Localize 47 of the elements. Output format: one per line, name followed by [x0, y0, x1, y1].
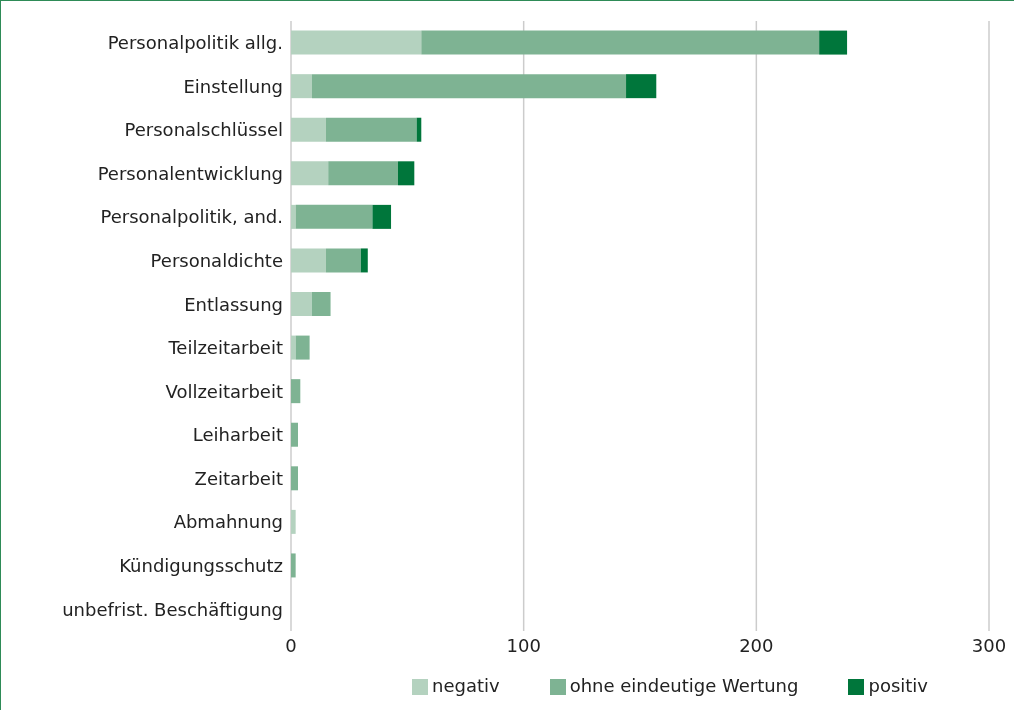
bar	[421, 30, 820, 55]
y-tick-label: Teilzeitarbeit	[167, 337, 283, 359]
y-tick-label: Entlassung	[184, 293, 283, 315]
x-tick-label: 200	[739, 634, 774, 656]
bar	[291, 553, 296, 578]
y-tick-label: Personalpolitik, and.	[100, 206, 283, 228]
bar	[291, 30, 422, 55]
bar	[398, 161, 415, 186]
bar	[291, 509, 296, 534]
bar	[291, 379, 301, 404]
x-tick-label: 300	[971, 634, 1007, 656]
bar	[295, 204, 373, 229]
y-tick-label: Vollzeitarbeit	[165, 380, 283, 402]
bar	[325, 117, 417, 142]
bar	[291, 466, 298, 491]
y-tick-label: Personalpolitik allg.	[107, 32, 283, 54]
y-tick-label: Abmahnung	[173, 511, 283, 533]
bar	[291, 74, 312, 99]
bar	[372, 204, 392, 229]
bar	[291, 161, 329, 186]
y-tick-label: Kündigungsschutz	[119, 555, 283, 577]
bar	[819, 30, 848, 55]
x-tick-label: 100	[506, 634, 541, 656]
y-tick-label: Personaldichte	[150, 250, 283, 272]
bar	[325, 248, 361, 273]
bar	[311, 292, 331, 317]
x-tick-label: 0	[285, 634, 297, 656]
bar	[311, 74, 627, 99]
y-tick-label: Personalschlüssel	[124, 119, 283, 141]
legend-label: ohne eindeutige Wertung	[569, 675, 799, 696]
bar	[291, 204, 296, 229]
legend-label: negativ	[431, 675, 500, 696]
bar	[291, 292, 312, 317]
bar	[291, 248, 326, 273]
bar	[291, 422, 298, 447]
bar	[291, 335, 296, 360]
legend-label: positiv	[868, 675, 928, 696]
y-tick-label: unbefrist. Beschäftigung	[62, 598, 283, 620]
bar	[626, 74, 657, 99]
bar	[291, 117, 326, 142]
bar	[328, 161, 399, 186]
y-tick-label: Leiharbeit	[192, 424, 283, 446]
y-tick-label: Zeitarbeit	[194, 467, 283, 489]
bar	[360, 248, 368, 273]
y-tick-label: Einstellung	[183, 75, 283, 97]
y-tick-label: Personalentwicklung	[97, 162, 283, 184]
bar	[295, 335, 310, 360]
